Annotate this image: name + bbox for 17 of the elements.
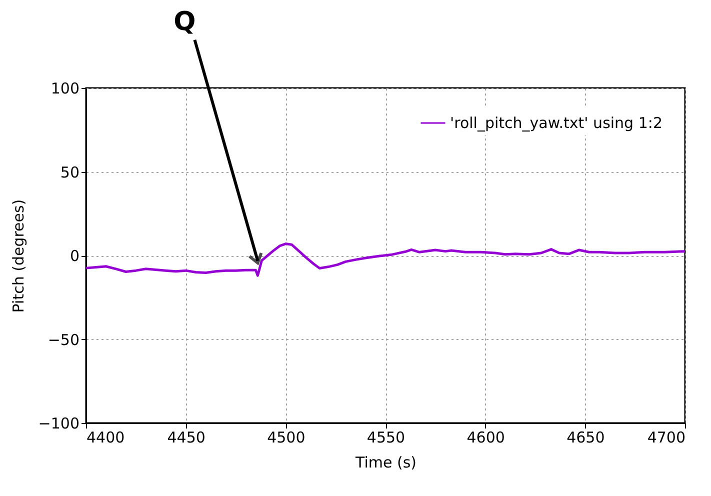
x-tick-label: 4600	[466, 428, 505, 446]
annotation: Q	[174, 6, 196, 37]
y-tick-label: 50	[60, 163, 80, 182]
y-tick-label: 100	[50, 80, 80, 98]
line-series	[84, 242, 686, 277]
y-tick-label: −50	[48, 330, 80, 349]
y-tick-label: −100	[38, 414, 80, 432]
x-axis-title: Time (s)	[354, 454, 416, 472]
x-tick-label: 4400	[86, 428, 125, 446]
x-tick-label: 4550	[366, 428, 406, 446]
x-tick-label: 4450	[167, 428, 206, 446]
y-axis-title: Pitch (degrees)	[9, 199, 28, 313]
y-tick-label: 0	[70, 247, 80, 265]
x-tick-label: 4650	[566, 428, 605, 446]
legend-label: 'roll_pitch_yaw.txt' using 1:2	[450, 114, 662, 132]
x-tick-label: 4700	[647, 428, 686, 446]
x-tick-label: 4500	[267, 428, 306, 446]
